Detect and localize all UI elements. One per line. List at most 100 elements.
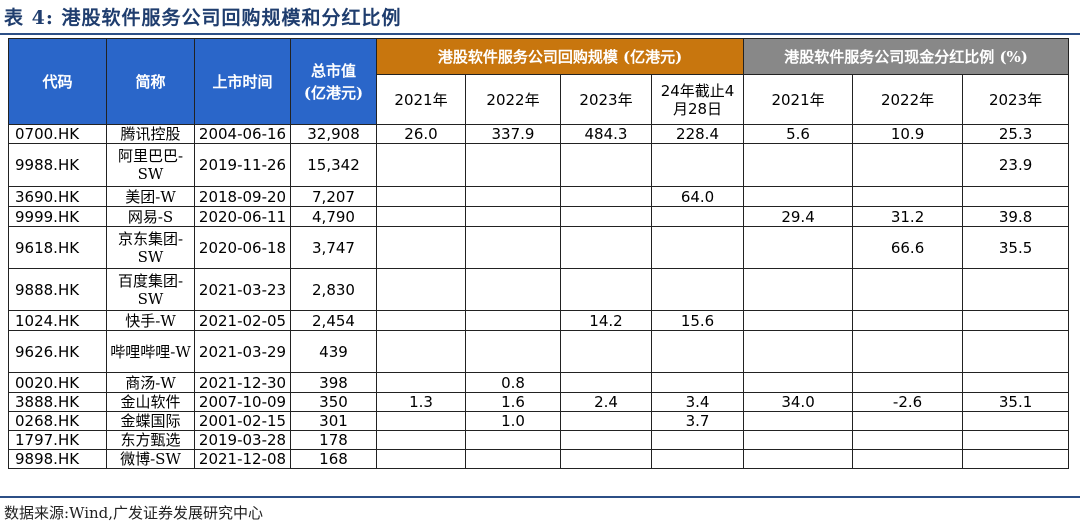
header-market-cap: 总市值 (亿港元) [290, 38, 377, 125]
row-dividend-2022 [852, 268, 964, 311]
row-buyback-2022: 1.0 [465, 411, 561, 431]
row-dividend-2023 [962, 411, 1070, 431]
row-list-date: 2021-03-29 [194, 330, 291, 373]
row-list-date: 2021-02-05 [194, 310, 291, 331]
row-buyback-2022 [465, 268, 561, 311]
row-buyback-2024-ytd [650, 372, 745, 393]
row-buyback-2024-ytd: 3.4 [650, 392, 745, 412]
header-dividend-2021: 2021年 [743, 74, 854, 125]
row-short-name: 东方甄选 [106, 430, 195, 450]
table-body: 0700.HK 腾讯控股 2004-06-16 32,908 26.0 337.9 484.… [8, 124, 1070, 469]
row-short-name: 百度集团-SW [106, 268, 195, 311]
row-buyback-2021 [376, 206, 466, 227]
row-buyback-2021 [376, 449, 466, 469]
table-row: 3888.HK 金山软件 2007-10-09 350 1.3 1.6 2.4 3.4 34.0… [8, 392, 1070, 412]
row-list-date: 2019-03-28 [194, 430, 291, 450]
row-buyback-2024-ytd [650, 330, 745, 373]
row-code: 0268.HK [8, 411, 107, 431]
table-row: 0020.HK 商汤-W 2021-12-30 398 0.8 [8, 372, 1070, 393]
row-short-name: 金蝶国际 [106, 411, 195, 431]
row-dividend-2023 [962, 430, 1070, 450]
row-dividend-2022 [852, 310, 964, 331]
table-row: 9999.HK 网易-S 2020-06-11 4,790 29.4 31.2 39.8 [8, 206, 1070, 227]
row-market-cap: 7,207 [290, 186, 377, 207]
row-buyback-2024-ytd: 3.7 [650, 411, 745, 431]
table-row: 9988.HK 阿里巴巴-SW 2019-11-26 15,342 23.9 [8, 143, 1070, 187]
row-buyback-2023 [560, 330, 652, 373]
row-buyback-2024-ytd: 64.0 [650, 186, 745, 207]
row-buyback-2022: 337.9 [465, 124, 561, 144]
row-dividend-2022 [852, 186, 964, 207]
row-buyback-2021 [376, 143, 466, 187]
row-dividend-2022 [852, 372, 964, 393]
row-buyback-2024-ytd [650, 268, 745, 311]
row-market-cap: 3,747 [290, 226, 377, 269]
bottom-rule [0, 496, 1080, 498]
row-dividend-2021 [743, 372, 854, 393]
row-dividend-2023: 39.8 [962, 206, 1070, 227]
row-list-date: 2021-12-30 [194, 372, 291, 393]
row-buyback-2021 [376, 372, 466, 393]
row-dividend-2022 [852, 330, 964, 373]
row-code: 0700.HK [8, 124, 107, 144]
header-code: 代码 [8, 38, 107, 125]
row-short-name: 哔哩哔哩-W [106, 330, 195, 373]
row-buyback-2022 [465, 449, 561, 469]
row-dividend-2023: 23.9 [962, 143, 1070, 187]
header-buyback-2021: 2021年 [376, 74, 466, 125]
row-buyback-2022 [465, 310, 561, 331]
row-buyback-2022 [465, 186, 561, 207]
row-dividend-2022: -2.6 [852, 392, 964, 412]
row-dividend-2023 [962, 186, 1070, 207]
row-market-cap: 398 [290, 372, 377, 393]
row-list-date: 2021-03-23 [194, 268, 291, 311]
row-code: 1797.HK [8, 430, 107, 450]
header-dividend-2023: 2023年 [962, 74, 1070, 125]
row-list-date: 2020-06-11 [194, 206, 291, 227]
row-buyback-2021 [376, 268, 466, 311]
row-dividend-2021 [743, 430, 854, 450]
row-buyback-2021 [376, 226, 466, 269]
row-short-name: 商汤-W [106, 372, 195, 393]
header-list-date: 上市时间 [194, 38, 291, 125]
row-buyback-2022 [465, 143, 561, 187]
row-market-cap: 32,908 [290, 124, 377, 144]
row-market-cap: 2,454 [290, 310, 377, 331]
row-dividend-2022: 66.6 [852, 226, 964, 269]
row-code: 9618.HK [8, 226, 107, 269]
row-dividend-2023 [962, 372, 1070, 393]
table-row: 9888.HK 百度集团-SW 2021-03-23 2,830 [8, 268, 1070, 311]
source-note: 数据来源:Wind,广发证券发展研究中心 [4, 504, 264, 522]
row-market-cap: 301 [290, 411, 377, 431]
row-market-cap: 178 [290, 430, 377, 450]
row-buyback-2023 [560, 143, 652, 187]
row-buyback-2024-ytd [650, 449, 745, 469]
row-buyback-2021 [376, 310, 466, 331]
row-dividend-2021 [743, 411, 854, 431]
row-market-cap: 2,830 [290, 268, 377, 311]
row-code: 9999.HK [8, 206, 107, 227]
header-buyback-group: 港股软件服务公司回购规模 (亿港元) [375, 38, 745, 75]
row-dividend-2022: 10.9 [852, 124, 964, 144]
row-buyback-2023 [560, 226, 652, 269]
row-code: 1024.HK [8, 310, 107, 331]
header-buyback-2022: 2022年 [465, 74, 561, 125]
row-buyback-2021 [376, 330, 466, 373]
row-dividend-2021 [743, 268, 854, 311]
row-buyback-2021 [376, 430, 466, 450]
row-buyback-2023 [560, 372, 652, 393]
row-buyback-2023 [560, 411, 652, 431]
row-buyback-2023: 484.3 [560, 124, 652, 144]
table-row: 9618.HK 京东集团-SW 2020-06-18 3,747 66.6 35.5 [8, 226, 1070, 269]
table-row: 9626.HK 哔哩哔哩-W 2021-03-29 439 [8, 330, 1070, 373]
row-dividend-2021 [743, 143, 854, 187]
row-dividend-2023: 35.5 [962, 226, 1070, 269]
row-buyback-2024-ytd: 15.6 [650, 310, 745, 331]
row-buyback-2022 [465, 206, 561, 227]
table-row: 0700.HK 腾讯控股 2004-06-16 32,908 26.0 337.9 484.… [8, 124, 1070, 144]
row-code: 9626.HK [8, 330, 107, 373]
row-buyback-2024-ytd [650, 430, 745, 450]
header-buyback-2024-ytd: 24年截止4 月28日 [650, 74, 745, 125]
row-buyback-2023: 2.4 [560, 392, 652, 412]
row-short-name: 网易-S [106, 206, 195, 227]
